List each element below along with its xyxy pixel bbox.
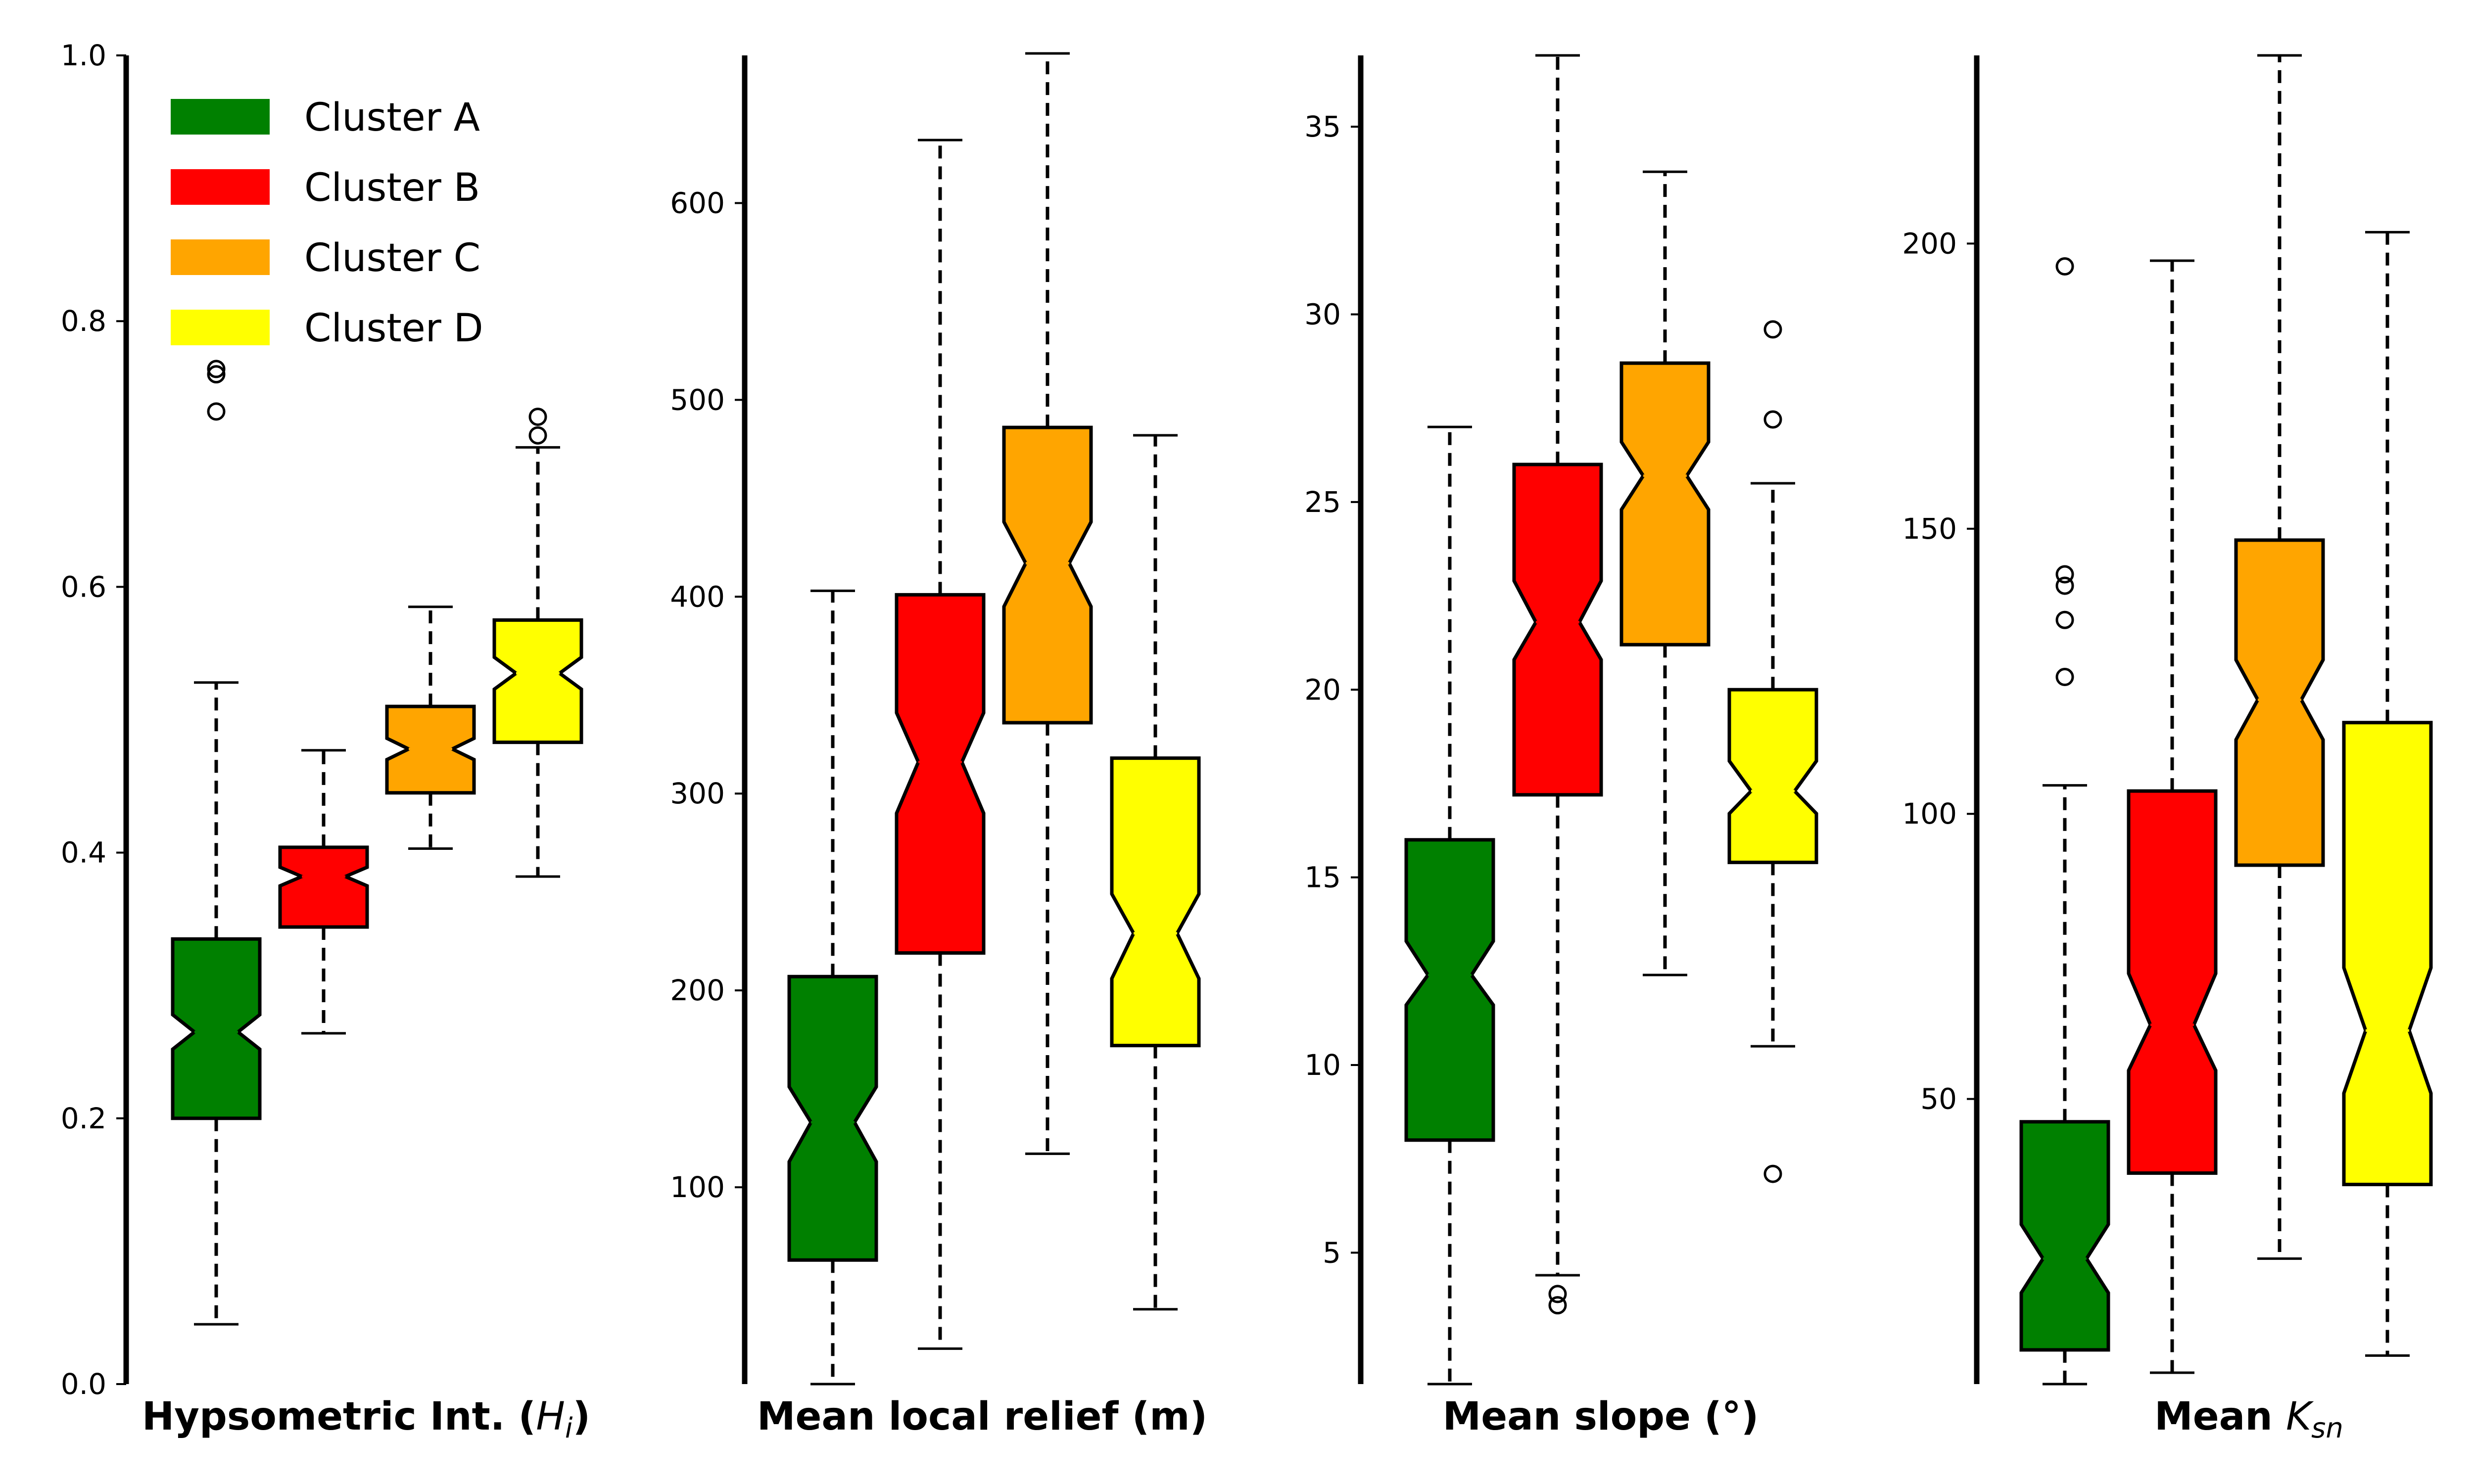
box-cluster-b [895,139,986,1350]
x-axis-title: Mean local relief (m) [757,1394,1207,1439]
x-axis-title-symbol: K [2286,1394,2314,1439]
panel-4: 50 100 150 200 Mean Ksn [1902,54,2433,1444]
legend-label-cluster-b: Cluster B [304,166,480,210]
y-tick-label: 100 [670,1170,725,1204]
y-tick-label: 1.0 [61,39,106,72]
x-axis-title-end: ) [572,1394,590,1439]
y-tick-label: 30 [1304,298,1341,331]
y-tick-label: 0.2 [61,1102,106,1135]
box-cluster-c [1002,52,1093,1155]
box-cluster-d [492,408,583,878]
notched-box [1110,756,1201,1048]
y-tick-label: 10 [1304,1048,1341,1082]
y-tick-label: 0.8 [61,304,106,338]
x-axis-title-main: Mean slope (°) [1443,1394,1759,1439]
outlier-point [207,365,226,384]
legend-swatch-cluster-a [171,99,270,135]
notched-box [492,618,583,744]
outlier-point [1548,1285,1567,1303]
box-cluster-d [1727,320,1818,1183]
y-tick-label: 300 [670,777,725,810]
outlier-point [2055,576,2074,595]
outlier-point [2055,565,2074,584]
y-tick-label: 35 [1304,110,1341,143]
outlier-point [207,402,226,421]
box-cluster-c [2234,54,2325,1260]
x-axis-title-subscript: i [565,1412,573,1444]
outlier-point [1763,320,1782,339]
box-cluster-a [2019,257,2110,1386]
notched-box [1727,688,1818,864]
outlier-point [1548,1296,1567,1315]
y-tick-label: 25 [1304,485,1341,519]
x-axis-title-subscript: sn [2311,1412,2343,1444]
box-cluster-b [1512,54,1603,1315]
y-tick-label: 0.0 [61,1367,106,1401]
box-cluster-a [171,360,262,1326]
box-cluster-b [2127,259,2218,1374]
outlier-point [2055,668,2074,687]
y-tick-label: 500 [670,383,725,417]
notched-box [2019,1120,2110,1352]
y-tick-label: 600 [670,186,725,220]
x-axis-title: Mean Ksn [2154,1394,2343,1444]
chart-panels: 0.0 0.2 0.4 0.6 0.8 1.0 Hypsometric Int. (Hi) 1… [61,39,2433,1444]
notched-box [787,974,878,1262]
box-cluster-d [2342,231,2433,1357]
legend-swatch-cluster-c [171,239,270,275]
box-cluster-a [787,589,878,1386]
y-tick-label: 20 [1304,673,1341,706]
notched-box [1619,361,1711,647]
box-cluster-a [1404,425,1495,1386]
legend-label-cluster-d: Cluster D [304,306,483,351]
notched-box [171,937,262,1120]
box-cluster-d [1110,434,1201,1311]
notched-box [1512,463,1603,797]
outlier-point [1763,1164,1782,1183]
legend-swatch-cluster-d [171,310,270,345]
panel-1: 0.0 0.2 0.4 0.6 0.8 1.0 Hypsometric Int. (Hi) [61,39,590,1444]
y-tick-label: 15 [1304,861,1341,894]
notched-box [2342,721,2433,1187]
legend-label-cluster-c: Cluster C [304,236,480,280]
x-axis-title: Hypsometric Int. (Hi) [142,1394,590,1444]
outlier-point [528,426,547,445]
y-tick-label: 5 [1323,1236,1341,1269]
box-cluster-b [278,749,369,1035]
y-tick-label: 400 [670,580,725,613]
y-tick-label: 0.6 [61,570,106,603]
box-cluster-c [385,605,476,850]
y-tick-label: 200 [670,974,725,1007]
x-axis-title: Mean slope (°) [1443,1394,1759,1439]
y-tick-label: 0.4 [61,836,106,870]
y-tick-label: 150 [1902,512,1957,546]
panel-3: 5 10 15 20 25 30 35 Mean slope (°) [1304,54,1818,1439]
y-tick-label: 200 [1902,227,1957,260]
outlier-point [2055,257,2074,276]
panel-2: 100 200 300 400 500 600 Mean local relief (m) [670,52,1207,1439]
outlier-point [2055,610,2074,629]
notched-box [2127,789,2218,1175]
notched-box [278,845,369,929]
y-tick-label: 100 [1902,797,1957,831]
outlier-point [1763,410,1782,429]
x-axis-title-symbol: H [536,1394,565,1439]
outlier-point [207,360,226,378]
y-tick-label: 50 [1920,1082,1957,1116]
notched-box [895,593,986,955]
x-axis-title-main: Hypsometric Int. ( [142,1394,536,1439]
box-cluster-c [1619,170,1711,976]
legend-label-cluster-a: Cluster A [304,95,480,140]
legend-swatch-cluster-b [171,169,270,205]
outlier-point [528,408,547,426]
notched-box [2234,538,2325,867]
x-axis-title-main: Mean local relief (m) [757,1394,1207,1439]
notched-box [1404,838,1495,1142]
legend: Cluster A Cluster B Cluster C Cluster D [171,95,483,351]
x-axis-title-main: Mean [2154,1394,2286,1439]
notched-box [1002,425,1093,725]
